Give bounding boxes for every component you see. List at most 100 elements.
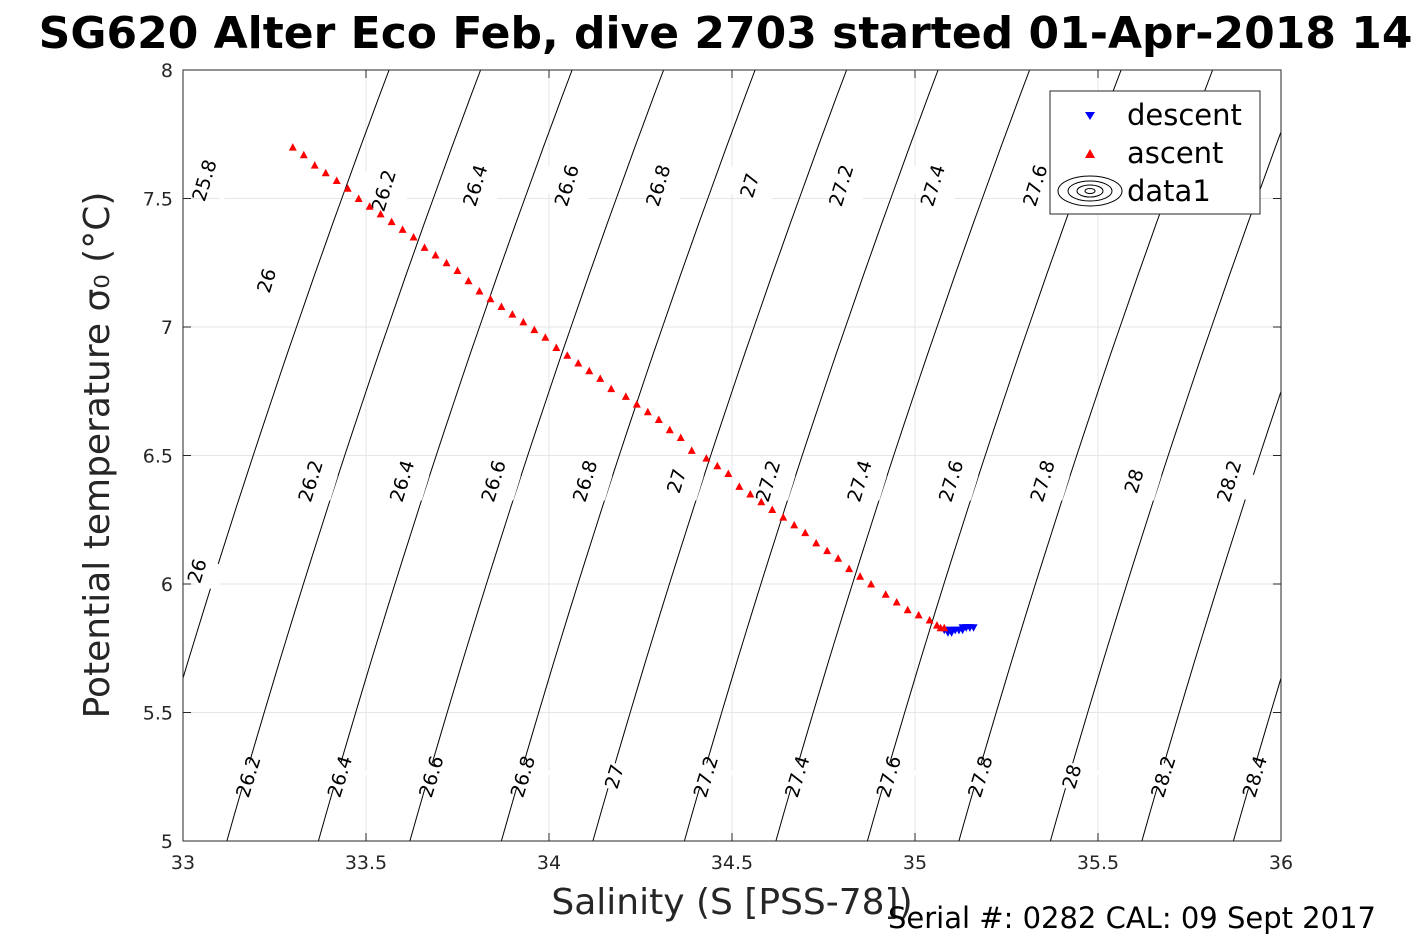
- contour-label-bg: [375, 461, 430, 501]
- ascent-point: [530, 325, 539, 334]
- ascent-point: [365, 202, 374, 210]
- contour-label-bg: [862, 757, 917, 797]
- contour-label-bg: [741, 461, 796, 501]
- y-tick-label: 8: [161, 60, 173, 82]
- contour-label-bg: [357, 171, 412, 211]
- y-tick-label: 7.5: [143, 189, 173, 211]
- ascent-point: [621, 392, 630, 400]
- contour-label-bg: [1016, 461, 1070, 501]
- contour-label-bg: [540, 166, 595, 206]
- contour-label-bg: [771, 757, 825, 797]
- ascent-point: [925, 615, 934, 624]
- ascent-point: [812, 538, 821, 547]
- ascent-point: [632, 400, 641, 408]
- ascent-point: [746, 490, 755, 498]
- isopycnal-line: [592, 70, 848, 841]
- contour-labels: 25.8262626.226.226.226.426.426.426.626.6…: [170, 157, 1283, 800]
- x-tick-label: 33.5: [345, 852, 387, 874]
- ascent-point: [431, 251, 440, 259]
- contour-label-bg: [723, 166, 778, 206]
- legend-descent-label: descent: [1127, 98, 1242, 132]
- ascent-point: [892, 597, 901, 606]
- descent-point: [954, 626, 963, 635]
- ascent-point: [768, 505, 777, 513]
- isopycnal-line: [317, 70, 573, 841]
- ascent-point: [867, 580, 876, 588]
- ascent-point: [676, 433, 685, 442]
- contour-label-bg: [833, 461, 887, 501]
- ascent-point: [376, 209, 385, 218]
- ascent-point: [332, 176, 341, 185]
- ascent-point: [475, 287, 484, 295]
- ascent-point: [398, 225, 407, 233]
- contour-label-bg: [449, 166, 503, 206]
- ascent-point: [856, 572, 865, 580]
- descent-point: [947, 629, 956, 637]
- x-tick-label: 34.5: [711, 852, 753, 874]
- isopycnal-line: [775, 70, 1031, 841]
- contour-label-bg: [1228, 757, 1283, 797]
- ascent-point: [801, 528, 810, 537]
- contour-label-bg: [1107, 461, 1162, 501]
- contour-label-bg: [170, 551, 225, 591]
- y-tick-label: 6.5: [143, 446, 173, 468]
- isopycnal-line: [683, 70, 939, 841]
- contour-label-bg: [1045, 757, 1100, 797]
- ascent-point: [486, 294, 495, 303]
- ascent-point: [834, 554, 843, 562]
- ascent-point: [464, 276, 473, 285]
- ascent-point: [665, 425, 674, 434]
- x-tick-label: 34: [537, 852, 561, 874]
- contour-label-bg: [954, 757, 1008, 797]
- contour-label-bg: [588, 757, 642, 797]
- ascent-point: [354, 194, 363, 202]
- axis-ticks: 33 33.5 34 34.5 35 35.5 36 5 5.5 6 6.5 7 7.5 8: [143, 60, 1293, 874]
- contour-label-bg: [650, 461, 704, 501]
- ascent-point: [387, 217, 396, 226]
- contour-label-bg: [313, 757, 368, 797]
- x-tick-label: 35.5: [1077, 852, 1119, 874]
- ascent-point: [932, 621, 941, 629]
- contour-label-bg: [924, 461, 979, 501]
- contour-label-bg: [1137, 757, 1191, 797]
- ascent-point: [596, 374, 605, 382]
- density-contours: [183, 70, 1417, 841]
- ascent-point: [607, 384, 616, 393]
- data-series: [288, 143, 978, 637]
- y-axis-label: Potential temperature σ₀ (°C): [77, 192, 118, 719]
- isopycnal-line: [1232, 676, 1281, 841]
- contour-label-bg: [496, 757, 551, 797]
- ascent-point: [310, 161, 319, 169]
- descent-point: [965, 624, 974, 632]
- isopycnal-line: [183, 70, 390, 680]
- ascent-point: [585, 366, 594, 375]
- ascent-point: [643, 407, 652, 416]
- serial-calibration: Serial #: 0282 CAL: 09 Sept 2017: [888, 901, 1376, 935]
- legend: descent ascent data1: [1049, 90, 1261, 215]
- contour-label-bg: [240, 261, 294, 301]
- ascent-point: [757, 497, 766, 506]
- ascent-point: [574, 358, 583, 367]
- ascent-point: [940, 623, 949, 632]
- ascent-point: [654, 415, 663, 424]
- isopycnal-line: [409, 70, 665, 841]
- ascent-point: [508, 310, 517, 318]
- ascent-point: [845, 564, 854, 573]
- ascent-point: [519, 317, 528, 326]
- contour-label-bg: [284, 461, 338, 501]
- legend-contour-label: data1: [1127, 174, 1211, 208]
- isopycnal-line: [1141, 389, 1281, 841]
- legend-ascent-marker: [1085, 149, 1095, 158]
- ascent-point: [823, 546, 832, 555]
- contour-label-bg: [906, 166, 961, 206]
- legend-box: [1049, 90, 1261, 215]
- ascent-point: [321, 168, 330, 177]
- isopycnal-line: [1325, 70, 1417, 841]
- legend-contour-icon: [1057, 175, 1123, 207]
- legend-descent-marker: [1085, 112, 1095, 120]
- ascent-point: [903, 605, 912, 614]
- y-tick-label: 7: [161, 317, 173, 339]
- ascent-point: [497, 302, 506, 310]
- ascent-point: [881, 590, 890, 598]
